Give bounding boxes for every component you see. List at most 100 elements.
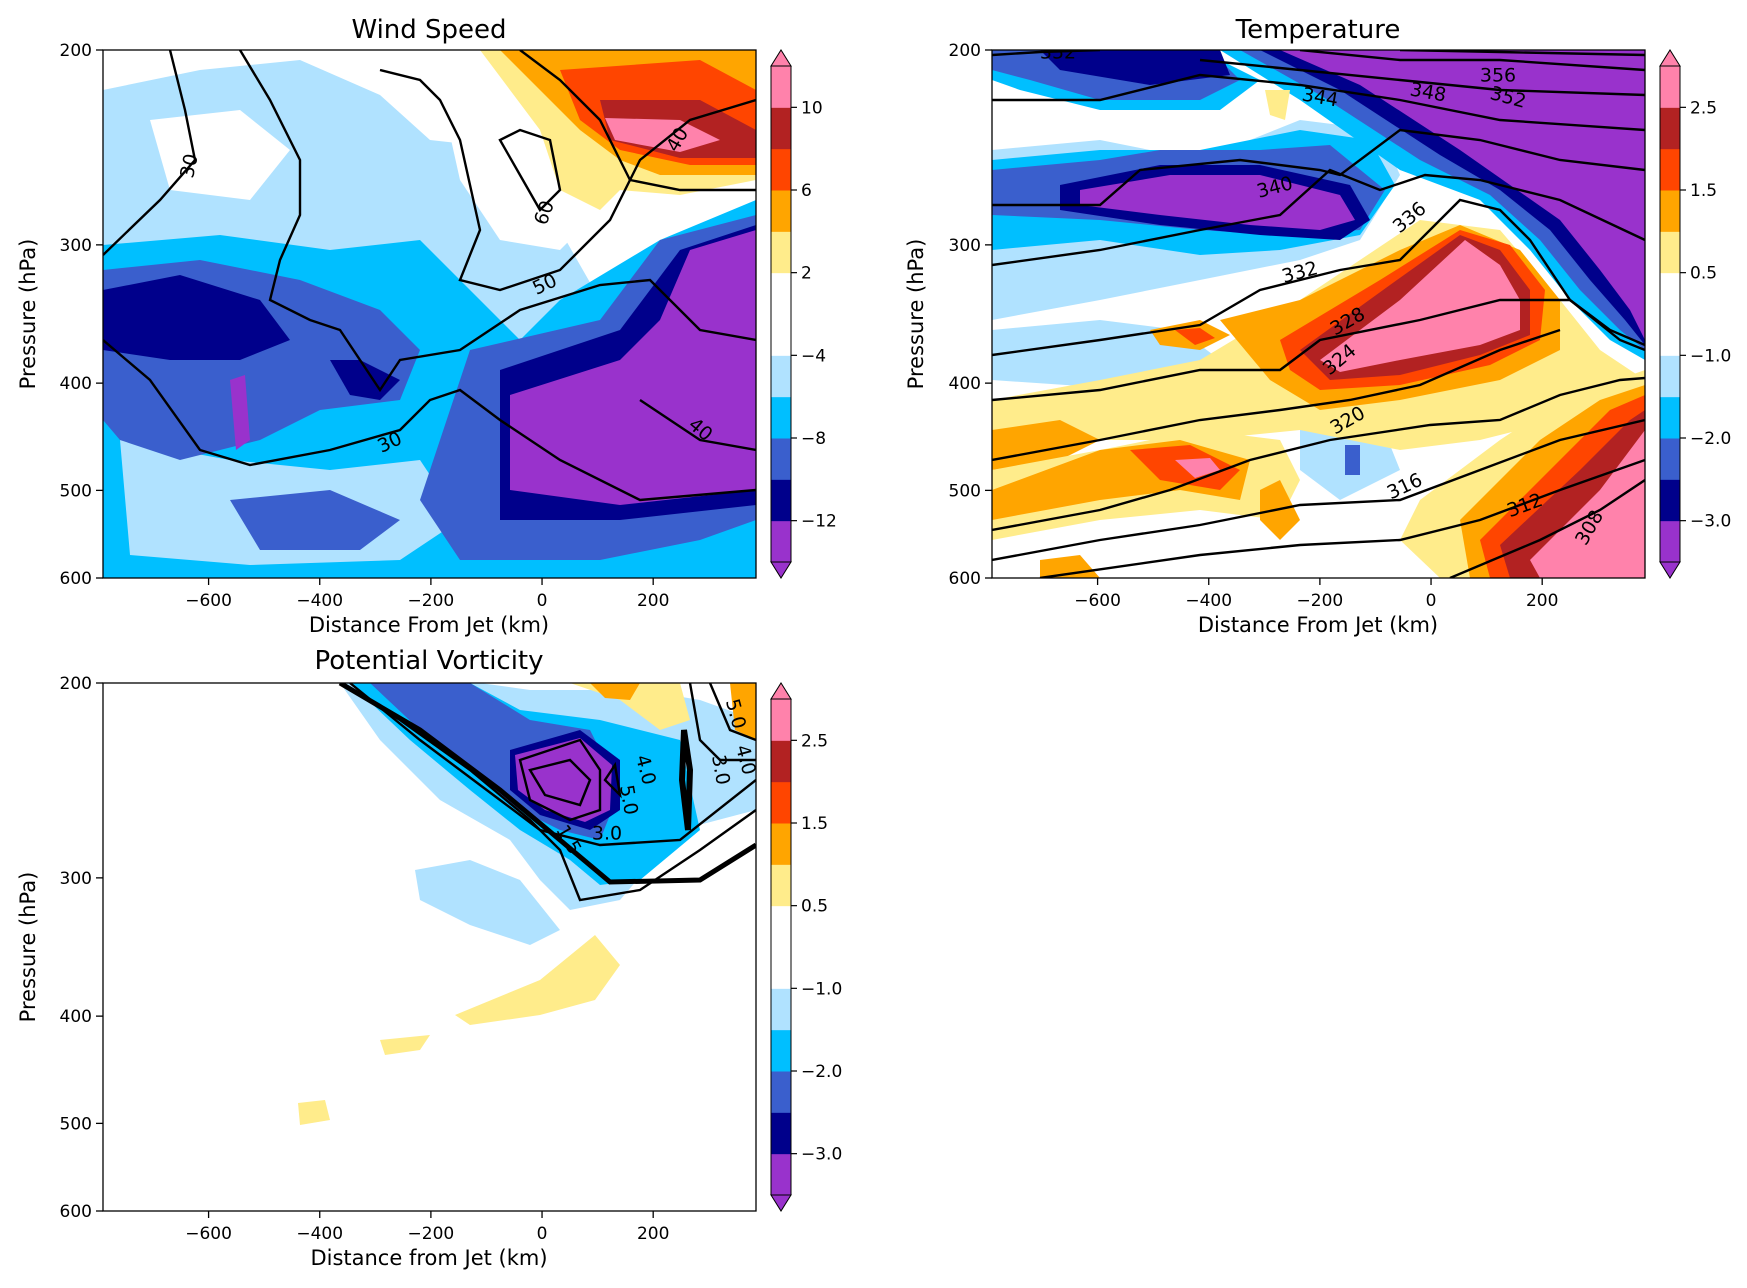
y-tick-label: 500 [60,481,92,501]
colorbar-tick-label: −3.0 [1690,512,1731,532]
fill-region [515,738,612,822]
contour-label: 30 [176,152,203,180]
x-axis-label: Distance From Jet (km) [1198,613,1438,637]
colorbar-frame [1659,65,1681,563]
wind-speed-panel: Wind Speed [16,15,837,637]
colorbar-tick-label: −8 [801,429,826,449]
colorbar: −3.0 −2.0 −1.0 0.5 1.5 2.5 [770,682,842,1212]
colorbar-extend-max [770,682,792,700]
colorbar-frame [770,65,792,563]
colorbar-extend-max [770,49,792,67]
colorbar-swatch [1660,479,1680,522]
fill-region [455,935,620,1025]
y-axis-label: Pressure (hPa) [16,872,40,1023]
colorbar-tick-label: 1.5 [1690,181,1717,201]
y-tick-label: 200 [60,674,92,694]
colorbar-swatch [771,905,791,948]
thick-contour [338,683,756,885]
colorbar-swatch [771,66,791,108]
axes-frame [991,49,1646,579]
colorbar: −12 −8 −4 2 6 10 [770,49,837,579]
x-axis-label: Distance From Jet (km) [309,613,549,637]
x-tick-label: −400 [296,591,343,611]
fill-region [1080,175,1355,230]
colorbar-swatch [771,107,791,150]
colorbar-swatch [771,148,791,191]
colorbar-swatch [771,1153,791,1196]
x-tick-label: 200 [637,591,669,611]
contour-label: 5.0 [615,783,642,817]
colorbar-swatch [771,355,791,398]
fill-region [992,420,1100,470]
fill-region [1040,50,1230,85]
fill-region [1345,445,1360,475]
colorbar-tick-label: 10 [801,98,823,118]
y-tick-label: 400 [949,374,981,394]
colorbar-swatch [1660,190,1680,232]
x-tick-label: −400 [296,1224,343,1244]
x-axis-label: Distance from Jet (km) [310,1246,547,1270]
y-tick-label: 300 [60,869,92,889]
colorbar-tick-label: 0.5 [1690,264,1717,284]
fill-region [1175,458,1220,478]
y-tick-label: 600 [949,569,981,589]
x-tick-label: −600 [185,591,232,611]
colorbar-swatch [771,1029,791,1072]
fill-region [230,375,250,450]
colorbar-tick-label: −2.0 [801,1062,842,1082]
colorbar-tick-label: 2.5 [1690,98,1717,118]
colorbar-extend-max [1659,49,1681,67]
axes-frame [102,682,757,1212]
fill-region [1265,90,1290,120]
temperature-panel: Temperature [904,15,1731,637]
colorbar-swatch [1660,148,1680,191]
colorbar-extend-min [770,1194,792,1212]
colorbar-swatch [771,864,791,907]
colorbar-swatch [771,438,791,480]
y-tick-label: 500 [949,481,981,501]
fill-region [330,360,400,400]
plot-area: 5.04.03.04.05.03.01.5 [103,683,756,1211]
x-tick-label: 200 [637,1224,669,1244]
fill-region [570,683,690,730]
colorbar-swatch [771,988,791,1031]
colorbar-swatch [771,314,791,356]
x-axis: −600 −400 −200 0 200 [185,578,669,611]
colorbar-swatch [771,479,791,522]
colorbar-swatch [771,947,791,989]
colorbar-swatch [771,231,791,274]
colorbar: −3.0 −2.0 −1.0 0.5 1.5 2.5 [1659,49,1731,579]
y-axis: 200 300 400 500 600 [60,41,103,589]
colorbar-swatch [1660,438,1680,480]
y-tick-label: 300 [949,236,981,256]
colorbar-extend-min [770,561,792,579]
x-tick-label: 0 [537,1224,548,1244]
y-axis-label: Pressure (hPa) [904,239,928,390]
x-tick-label: 200 [1526,591,1558,611]
x-tick-label: 0 [537,591,548,611]
axes-frame [102,49,757,579]
colorbar-tick-label: −2.0 [1690,429,1731,449]
colorbar-swatch [771,740,791,783]
colorbar-swatch [771,1071,791,1113]
fill-region [730,683,756,740]
fill-region [298,1100,330,1125]
colorbar-swatch [1660,314,1680,356]
y-axis: 200 300 400 500 600 [60,674,103,1222]
fill-region [103,275,290,360]
potential-vorticity-panel: Potential Vorticity [16,646,842,1270]
y-tick-label: 400 [60,1007,92,1027]
y-tick-label: 400 [60,374,92,394]
colorbar-swatch [1660,66,1680,108]
contour-lines [992,50,1645,578]
x-tick-label: −200 [1297,591,1344,611]
x-tick-label: −200 [408,1224,455,1244]
fill-region [1320,240,1520,372]
colorbar-tick-label: −4 [801,346,826,366]
panel-title: Temperature [1235,15,1401,45]
fill-region [150,110,290,200]
y-tick-label: 200 [60,41,92,61]
x-tick-label: −600 [1074,591,1121,611]
